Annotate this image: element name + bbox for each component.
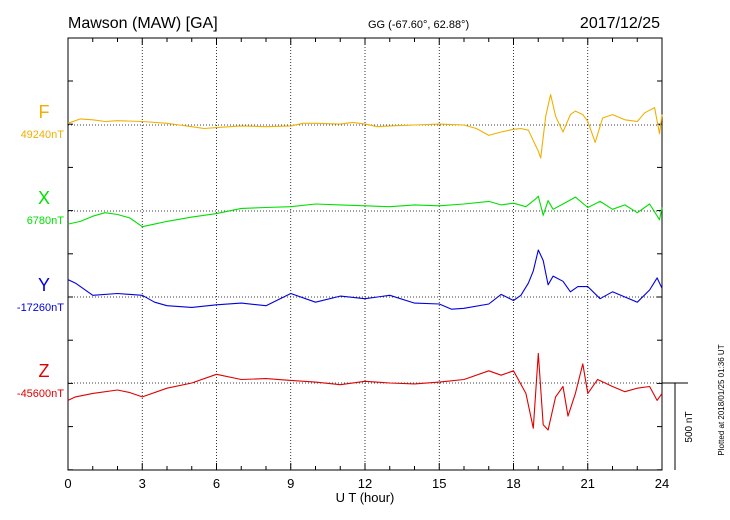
baseline-value-f: 49240nT — [21, 129, 65, 141]
x-tick-label: 15 — [432, 476, 446, 491]
x-tick-marks — [67, 38, 663, 470]
x-tick-label: 24 — [655, 476, 669, 491]
coordinates-label: GG (-67.60°, 62.88°) — [368, 19, 469, 31]
baseline-value-z: -45600nT — [17, 388, 64, 400]
x-tick-label: 12 — [358, 476, 372, 491]
trace-y — [67, 249, 663, 310]
x-tick-label: 6 — [213, 476, 220, 491]
scale-bar: 500 nT — [662, 382, 695, 470]
y-tick-marks — [68, 80, 662, 471]
baseline-value-y: -17260nT — [17, 302, 64, 314]
trace-z — [67, 352, 663, 431]
series-name-x: X — [38, 188, 50, 208]
trace-f — [67, 93, 663, 159]
x-tick-label: 0 — [64, 476, 71, 491]
plotted-timestamp: Plotted at 2018/01/25 01:36 UT — [717, 344, 726, 455]
grid-lines — [141, 38, 589, 470]
series-name-y: Y — [38, 275, 50, 295]
series-labels: F 49240nT X 6780nT Y -17260nT Z -45600nT — [17, 102, 64, 400]
trace-x — [67, 195, 663, 228]
x-axis-label: U T (hour) — [336, 490, 395, 505]
series-traces — [67, 93, 663, 431]
station-title: Mawson (MAW) [GA] — [68, 15, 218, 32]
series-name-f: F — [39, 102, 50, 122]
x-tick-labels: 0 3 6 9 12 15 18 21 24 — [64, 476, 669, 491]
x-tick-label: 9 — [287, 476, 294, 491]
series-name-z: Z — [39, 361, 50, 381]
baseline-lines — [68, 124, 662, 384]
date-label: 2017/12/25 — [580, 15, 660, 32]
scale-bar-label: 500 nT — [684, 411, 695, 442]
baseline-value-x: 6780nT — [27, 215, 65, 227]
x-tick-label: 3 — [139, 476, 146, 491]
x-tick-label: 18 — [506, 476, 520, 491]
x-tick-label: 21 — [581, 476, 595, 491]
